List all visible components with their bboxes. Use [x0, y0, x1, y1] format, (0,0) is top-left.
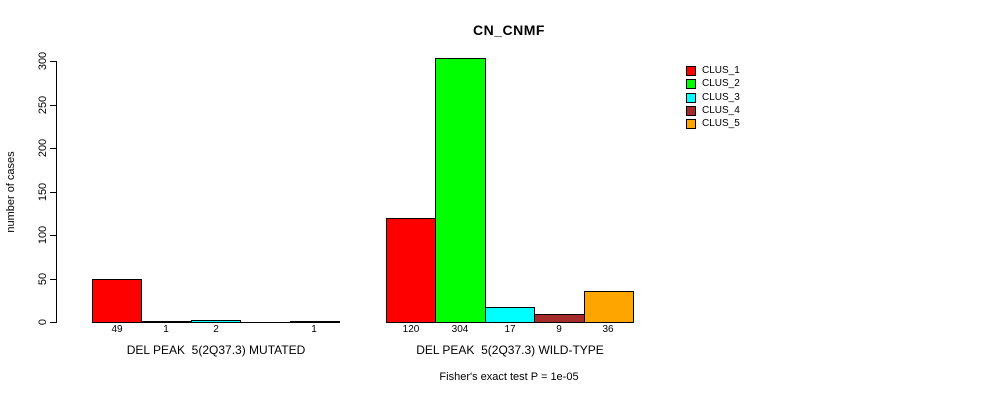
y-tick [50, 148, 56, 149]
y-axis-line [56, 61, 57, 323]
y-tick [50, 105, 56, 106]
fisher-test-note: Fisher's exact test P = 1e-05 [439, 371, 579, 383]
y-axis-title: number of cases [5, 151, 17, 233]
group-label-mutated: DEL PEAK 5(2Q37.3) MUTATED [126, 343, 306, 357]
legend-label: CLUS_5 [702, 118, 740, 129]
legend-swatch [686, 66, 696, 76]
bar [584, 291, 634, 323]
legend-label: CLUS_3 [702, 92, 740, 103]
y-tick-label: 50 [37, 272, 49, 286]
legend-swatch [686, 106, 696, 116]
y-tick [50, 322, 56, 323]
legend-label: CLUS_2 [702, 78, 740, 89]
chart-title: CN_CNMF [473, 22, 545, 38]
bar-count-label: 304 [451, 324, 469, 335]
bar-count-label: 1 [311, 324, 317, 335]
bar [386, 218, 436, 323]
y-tick-label: 100 [37, 225, 49, 245]
bar-count-label: 17 [504, 324, 516, 335]
y-tick-label: 150 [37, 182, 49, 202]
bar-count-label: 9 [556, 324, 562, 335]
legend-swatch [686, 119, 696, 129]
y-tick-label: 0 [37, 318, 49, 326]
y-tick [50, 279, 56, 280]
y-tick [50, 235, 56, 236]
y-tick [50, 61, 56, 62]
bar [290, 321, 340, 323]
bar [435, 58, 486, 323]
bar [191, 320, 241, 323]
group-label-wildtype: DEL PEAK 5(2Q37.3) WILD-TYPE [416, 343, 604, 357]
bar-count-label: 1 [163, 324, 169, 335]
bar-count-label: 36 [602, 324, 614, 335]
y-tick-label: 300 [37, 51, 49, 71]
bar [92, 279, 142, 323]
y-tick [50, 192, 56, 193]
bar [534, 314, 585, 323]
bar-count-label: 120 [402, 324, 420, 335]
legend-swatch [686, 93, 696, 103]
legend-swatch [686, 79, 696, 89]
bar [141, 321, 192, 323]
legend-label: CLUS_4 [702, 105, 740, 116]
y-tick-label: 250 [37, 95, 49, 115]
bar [485, 307, 535, 323]
bar-count-label: 2 [213, 324, 219, 335]
y-tick-label: 200 [37, 138, 49, 158]
bar-count-label: 49 [111, 324, 123, 335]
legend-label: CLUS_1 [702, 65, 740, 76]
